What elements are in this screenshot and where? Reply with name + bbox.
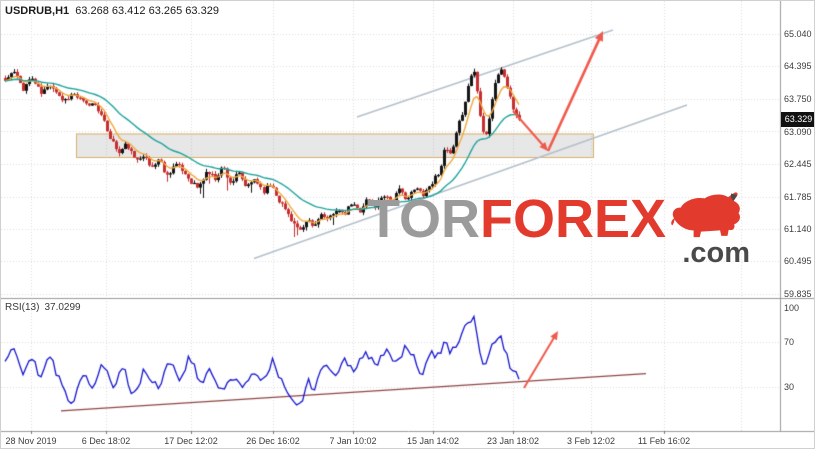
time-tick-label: 6 Dec 18:02 — [81, 436, 131, 446]
time-tick-label: 28 Nov 2019 — [5, 436, 57, 446]
price-tick-label: 63.750 — [784, 93, 812, 104]
current-price-badge: 63.329 — [781, 112, 814, 127]
price-tick-label: 60.495 — [784, 256, 812, 267]
time-tick-label: 3 Feb 12:02 — [566, 436, 616, 446]
price-tick-label: 64.395 — [784, 61, 812, 72]
price-tick-label: 63.090 — [784, 126, 812, 137]
time-tick-label: 26 Dec 16:02 — [246, 436, 300, 446]
price-tick-label: 59.835 — [784, 289, 812, 300]
time-tick-label: 23 Jan 18:02 — [486, 436, 540, 446]
rsi-tick-label: 100 — [784, 303, 800, 313]
time-tick-label: 17 Dec 12:02 — [164, 436, 218, 446]
price-tick-label: 61.785 — [784, 191, 812, 202]
time-tick-label: 15 Jan 14:02 — [406, 436, 460, 446]
price-tick-label: 62.445 — [784, 158, 812, 169]
time-tick-label: 11 Feb 16:02 — [637, 436, 691, 446]
price-tick-label: 61.140 — [784, 224, 812, 234]
time-tick-label: 7 Jan 10:02 — [329, 436, 377, 446]
rsi-tick-label: 30 — [784, 382, 795, 393]
rsi-tick-label: 70 — [784, 336, 795, 347]
price-tick-label: 65.040 — [784, 29, 812, 39]
